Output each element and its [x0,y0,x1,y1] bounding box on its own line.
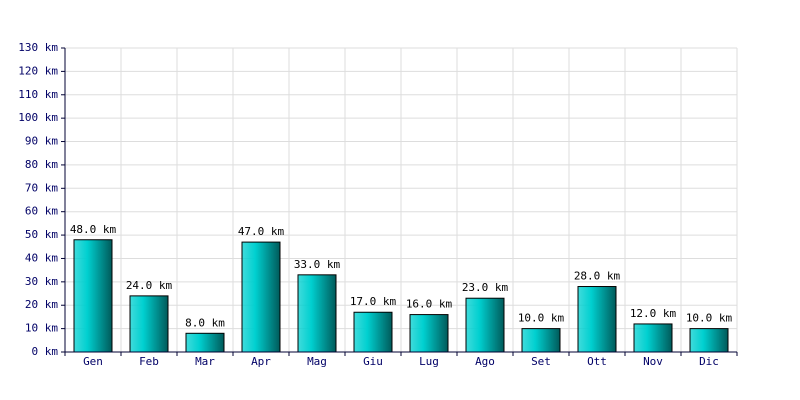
value-label: 8.0 km [185,316,225,329]
value-label: 48.0 km [70,223,117,236]
bar [577,286,617,353]
x-tick-label: Lug [419,355,439,368]
value-label: 33.0 km [294,258,341,271]
y-tick-label: 130 km [18,41,58,54]
y-tick-label: 70 km [25,181,58,194]
bar [353,311,393,353]
bar [241,241,281,353]
y-tick-label: 0 km [32,345,59,358]
y-tick-label: 110 km [18,88,58,101]
x-tick-label: Giu [363,355,383,368]
y-tick-label: 100 km [18,111,58,124]
value-label: 28.0 km [574,270,621,283]
bar [409,314,449,353]
y-tick-label: 10 km [25,322,58,335]
y-tick-label: 30 km [25,275,58,288]
bar [185,332,225,353]
y-tick-label: 60 km [25,205,58,218]
bar [689,328,729,353]
value-label: 47.0 km [238,225,285,238]
y-tick-label: 120 km [18,64,58,77]
value-label: 24.0 km [126,279,173,292]
x-tick-label: Set [531,355,551,368]
value-label: 23.0 km [462,281,509,294]
y-tick-label: 20 km [25,298,58,311]
x-tick-label: Nov [643,355,663,368]
x-tick-label: Dic [699,355,719,368]
bar [465,297,505,353]
value-label: 16.0 km [406,298,453,311]
y-tick-label: 40 km [25,251,58,264]
y-tick-label: 50 km [25,228,58,241]
bar [129,295,169,353]
value-label: 10.0 km [518,312,565,325]
value-label: 17.0 km [350,295,397,308]
x-tick-label: Mar [195,355,215,368]
x-tick-label: Ott [587,355,607,368]
y-tick-label: 90 km [25,135,58,148]
x-tick-label: Apr [251,355,271,368]
y-tick-label: 80 km [25,158,58,171]
x-tick-label: Mag [307,355,327,368]
bar [521,328,561,353]
bar [73,239,113,353]
value-label: 10.0 km [686,312,733,325]
x-tick-label: Feb [139,355,159,368]
bar [297,274,337,353]
value-label: 12.0 km [630,307,677,320]
x-tick-label: Ago [475,355,495,368]
x-tick-label: Gen [83,355,103,368]
bar [633,323,673,353]
